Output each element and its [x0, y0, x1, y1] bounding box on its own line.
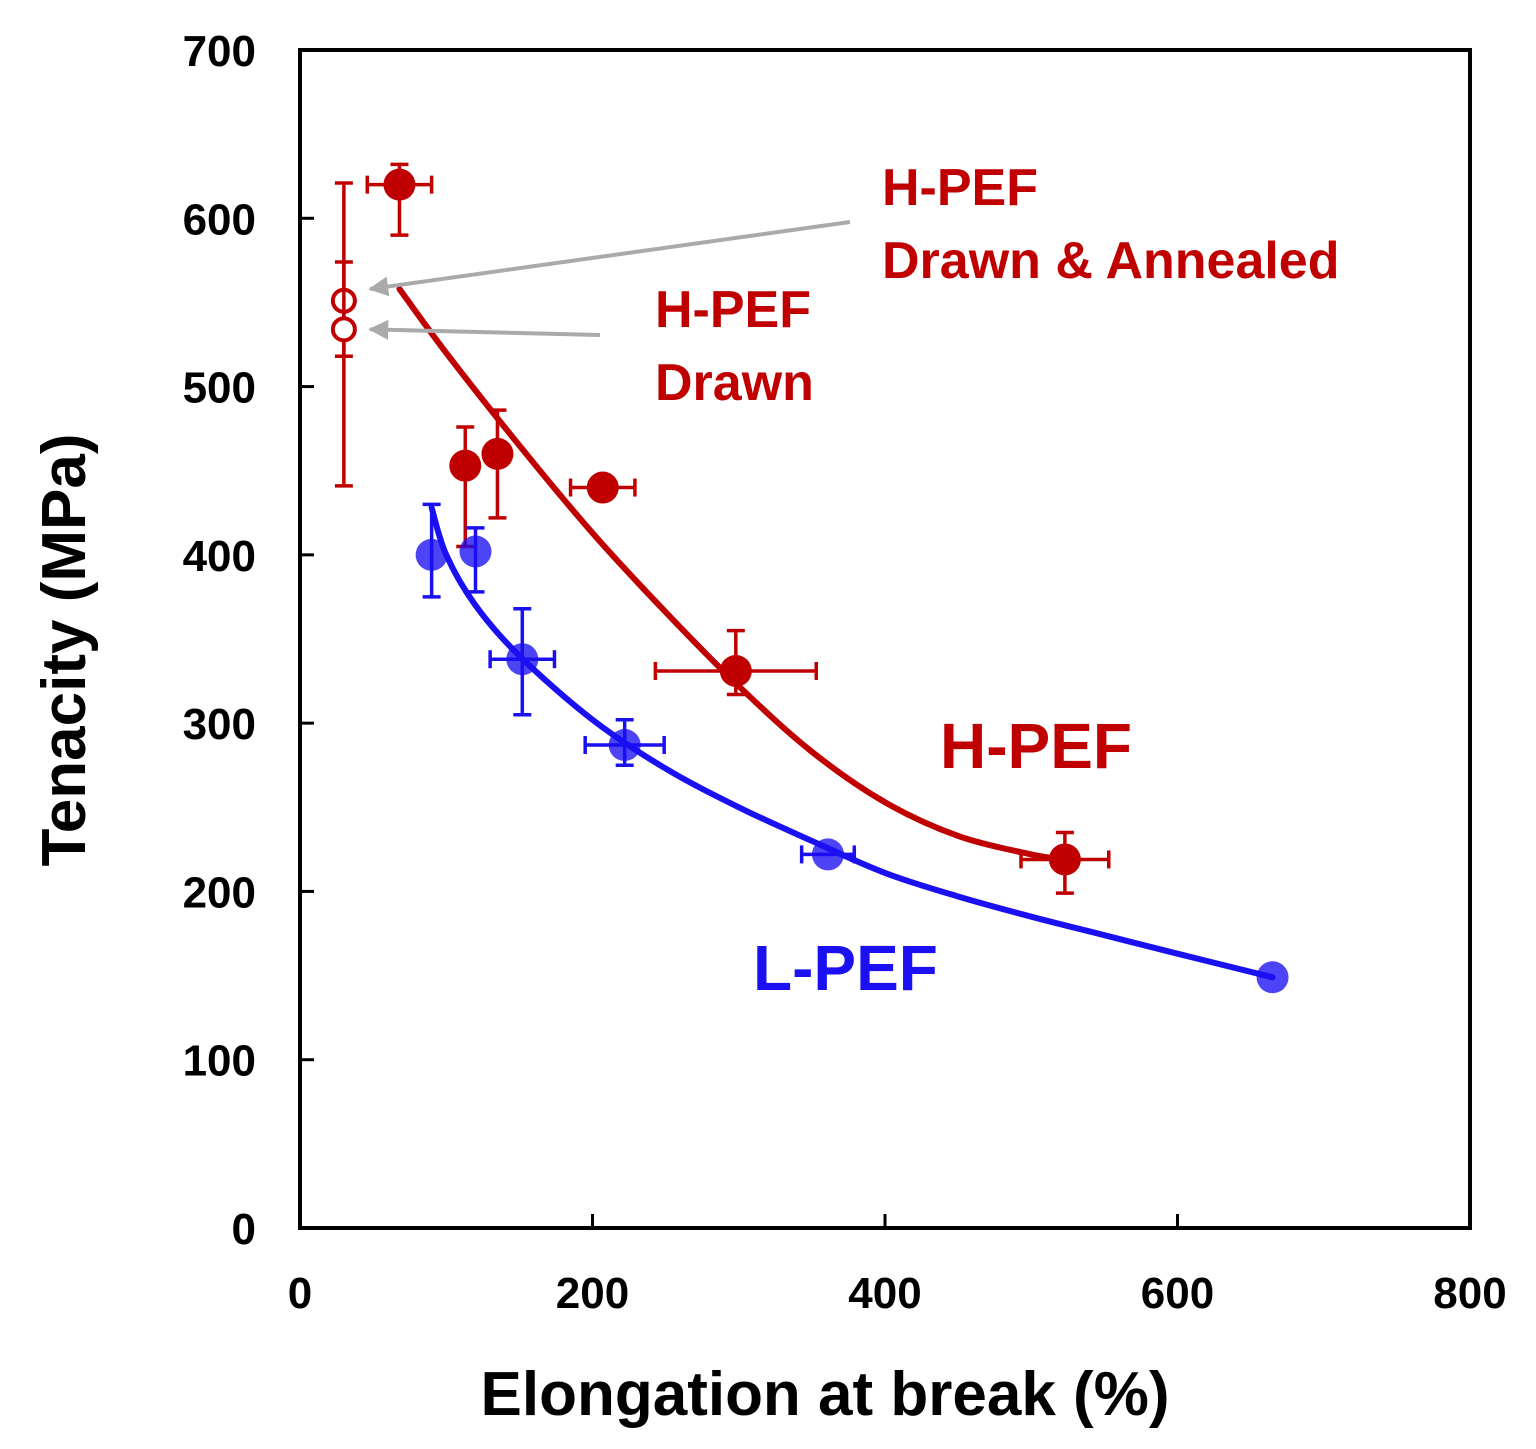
point-h-pef-3: [568, 471, 637, 504]
x-tick-label-0: 0: [288, 1269, 312, 1318]
marker-filled-circle: [1256, 961, 1289, 994]
y-tick-label-700: 700: [183, 27, 256, 76]
point-h-pef-4: [653, 628, 819, 697]
annotation-drawn-line1: H-PEF: [655, 281, 811, 339]
marker-filled-circle: [383, 168, 416, 201]
marker-filled-circle: [449, 449, 482, 482]
fit-curve-l-pef: [428, 504, 1276, 981]
annotations: H-PEF Drawn & Annealed H-PEF Drawn H-PEF…: [655, 159, 1340, 1004]
marker-filled-circle: [811, 838, 844, 871]
point-l-pef-3: [583, 718, 666, 767]
point-h-pef-5: [1019, 830, 1111, 895]
marker-filled-circle: [608, 729, 641, 762]
x-axis-title: Elongation at break (%): [481, 1360, 1170, 1429]
marker-filled-circle: [719, 654, 752, 687]
annotation-drawn-line2: Drawn: [655, 354, 814, 412]
point-l-pef-2: [488, 606, 557, 717]
y-tick-label-300: 300: [183, 700, 256, 749]
plot-area-frame: [298, 48, 1472, 1230]
y-axis-title: Tenacity (MPa): [30, 434, 99, 867]
point-l-pef-1: [459, 526, 492, 594]
x-tick-label-800: 800: [1433, 1269, 1506, 1318]
marker-filled-circle: [459, 535, 492, 568]
point-h-pef-2: [481, 408, 514, 520]
x-tick-label-200: 200: [556, 1269, 629, 1318]
point-h-pef-0: [365, 162, 434, 237]
marker-filled-circle: [506, 643, 539, 676]
marker-filled-circle: [415, 538, 448, 571]
data-points: [330, 162, 1289, 994]
point-l-pef-5: [1256, 961, 1289, 994]
y-tick-label-100: 100: [183, 1037, 256, 1086]
y-tick-label-600: 600: [183, 195, 256, 244]
arrow-drawn-annealed: [368, 220, 851, 297]
point-l-pef-4: [799, 838, 857, 871]
annotation-drawn-annealed-line2: Drawn & Annealed: [882, 232, 1340, 290]
series-label-h-pef: H-PEF: [940, 710, 1132, 782]
annotation-arrows: [368, 220, 851, 340]
marker-filled-circle: [481, 437, 514, 470]
annotation-drawn-annealed-line1: H-PEF: [882, 159, 1038, 217]
arrow-drawn: [368, 319, 601, 340]
fit-curves: [396, 285, 1276, 981]
x-tick-label-400: 400: [848, 1269, 921, 1318]
axes: 0 200 400 600 800 0 100 200 300 400 500 600 700: [183, 27, 1507, 1318]
y-tick-label-200: 200: [183, 868, 256, 917]
point-l-pef-0: [415, 502, 448, 599]
series-label-l-pef: L-PEF: [753, 932, 938, 1004]
y-tick-label-400: 400: [183, 532, 256, 581]
y-tick-label-0: 0: [232, 1205, 256, 1254]
x-tick-label-600: 600: [1141, 1269, 1214, 1318]
marker-filled-circle: [1048, 843, 1081, 876]
marker-filled-circle: [586, 471, 619, 504]
marker-open-circle: [330, 316, 357, 343]
point-h-pef-drawn-0: [330, 260, 357, 359]
y-tick-label-500: 500: [183, 364, 256, 413]
